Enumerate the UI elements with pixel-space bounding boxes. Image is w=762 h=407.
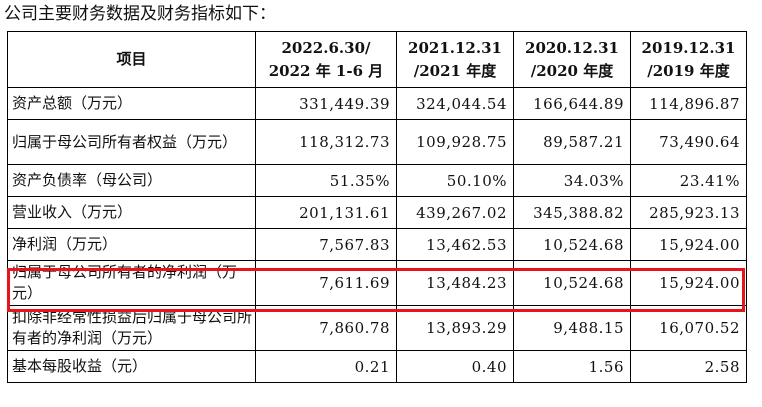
row-label: 资产总额（万元） xyxy=(7,87,256,120)
cell-value: 89,587.21 xyxy=(513,119,631,165)
cell-value: 50.10% xyxy=(396,164,514,197)
cell-value: 439,267.02 xyxy=(396,196,514,229)
table-row-debt-ratio: 资产负债率（母公司） 51.35% 50.10% 34.03% 23.41% xyxy=(7,164,747,197)
header-2020: 2020.12.31 /2020 年度 xyxy=(513,31,631,88)
cell-value: 10,524.68 xyxy=(513,228,631,261)
table-row-equity: 归属于母公司所有者权益（万元） 118,312.73 109,928.75 89… xyxy=(7,119,747,165)
cell-value: 331,449.39 xyxy=(255,87,397,120)
table-header-row: 项目 2022.6.30/ 2022 年 1-6 月 2021.12.31 /2… xyxy=(7,31,747,88)
cell-value: 7,860.78 xyxy=(255,305,397,351)
cell-value: 9,488.15 xyxy=(513,305,631,351)
row-label: 归属于母公司所有者权益（万元） xyxy=(7,119,256,165)
cell-value: 23.41% xyxy=(630,164,747,197)
cell-value: 285,923.13 xyxy=(630,196,747,229)
cell-value: 2.58 xyxy=(630,350,747,383)
cell-value: 118,312.73 xyxy=(255,119,397,165)
cell-value: 1.56 xyxy=(513,350,631,383)
cell-value: 166,644.89 xyxy=(513,87,631,120)
financial-data-table: 项目 2022.6.30/ 2022 年 1-6 月 2021.12.31 /2… xyxy=(7,31,747,383)
row-label: 净利润（万元） xyxy=(7,228,256,261)
cell-value: 13,462.53 xyxy=(396,228,514,261)
cell-value: 7,567.83 xyxy=(255,228,397,261)
table-row-net-profit: 净利润（万元） 7,567.83 13,462.53 10,524.68 15,… xyxy=(7,228,747,261)
cell-value: 16,070.52 xyxy=(630,305,747,351)
cell-value: 34.03% xyxy=(513,164,631,197)
cell-value: 0.40 xyxy=(396,350,514,383)
header-item: 项目 xyxy=(7,31,256,88)
row-label: 资产负债率（母公司） xyxy=(7,164,256,197)
table-row-revenue: 营业收入（万元） 201,131.61 439,267.02 345,388.8… xyxy=(7,196,747,229)
row-label: 基本每股收益（元） xyxy=(7,350,256,383)
row-label: 扣除非经常性损益后归属于母公司所有者的净利润（万元） xyxy=(7,305,256,351)
row-label: 营业收入（万元） xyxy=(7,196,256,229)
header-2019: 2019.12.31 /2019 年度 xyxy=(630,31,747,88)
cell-value: 7,611.69 xyxy=(255,260,397,306)
row-label: 归属于母公司所有者的净利润（万元） xyxy=(7,260,256,306)
cell-value: 51.35% xyxy=(255,164,397,197)
cell-value: 109,928.75 xyxy=(396,119,514,165)
cell-value: 13,484.23 xyxy=(396,260,514,306)
cell-value: 345,388.82 xyxy=(513,196,631,229)
cell-value: 324,044.54 xyxy=(396,87,514,120)
table-row-parent-net-profit: 归属于母公司所有者的净利润（万元） 7,611.69 13,484.23 10,… xyxy=(7,260,747,306)
header-2022h1: 2022.6.30/ 2022 年 1-6 月 xyxy=(255,31,397,88)
table-row-total-assets: 资产总额（万元） 331,449.39 324,044.54 166,644.8… xyxy=(7,87,747,120)
intro-text: 公司主要财务数据及财务指标如下： xyxy=(4,4,276,24)
cell-value: 114,896.87 xyxy=(630,87,747,120)
cell-value: 10,524.68 xyxy=(513,260,631,306)
cell-value: 15,924.00 xyxy=(630,260,747,306)
table-row-deducted-net-profit: 扣除非经常性损益后归属于母公司所有者的净利润（万元） 7,860.78 13,8… xyxy=(7,305,747,351)
cell-value: 0.21 xyxy=(255,350,397,383)
cell-value: 201,131.61 xyxy=(255,196,397,229)
cell-value: 15,924.00 xyxy=(630,228,747,261)
cell-value: 13,893.29 xyxy=(396,305,514,351)
cell-value: 73,490.64 xyxy=(630,119,747,165)
table-row-eps: 基本每股收益（元） 0.21 0.40 1.56 2.58 xyxy=(7,350,747,383)
header-2021: 2021.12.31 /2021 年度 xyxy=(396,31,514,88)
